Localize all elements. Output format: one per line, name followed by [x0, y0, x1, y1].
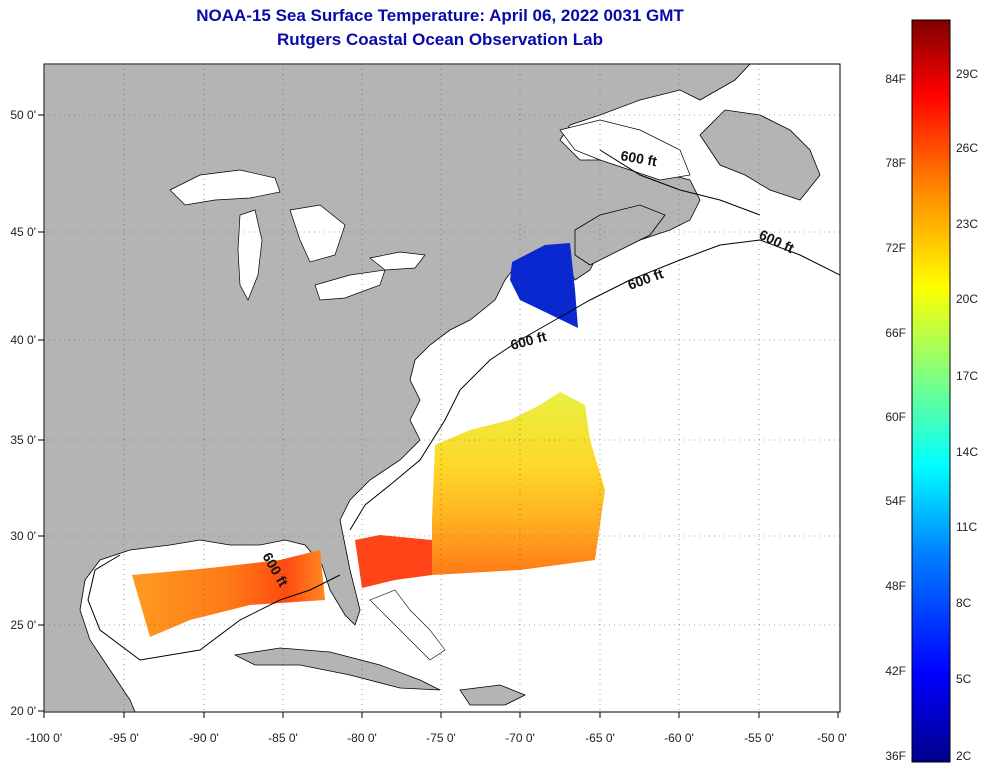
latitude-axis: 50 0' 45 0' 40 0' 35 0' 30 0' 25 0' 20 0… [10, 108, 44, 718]
depth-contour-600ft [87, 149, 840, 661]
lat-tick-label: 20 0' [10, 704, 36, 718]
colorbar-c-label: 26C [956, 141, 978, 155]
lake-michigan [237, 209, 263, 301]
graticule [44, 64, 840, 712]
map-title: NOAA-15 Sea Surface Temperature: April 0… [196, 6, 684, 25]
colorbar-c-label: 17C [956, 369, 978, 383]
lat-tick-label: 40 0' [10, 333, 36, 347]
cuba-land [233, 647, 441, 691]
colorbar-c-label: 20C [956, 292, 978, 306]
gulf-st-lawrence [559, 119, 691, 181]
colorbar-c-label: 5C [956, 672, 972, 686]
colorbar-f-label: 72F [885, 241, 906, 255]
lake-ontario [369, 251, 426, 271]
lon-tick-label: -90 0' [189, 731, 219, 745]
colorbar-f-label: 48F [885, 579, 906, 593]
colorbar-f-label: 78F [885, 156, 906, 170]
map-subtitle: Rutgers Coastal Ocean Observation Lab [277, 30, 603, 49]
lat-tick-label: 50 0' [10, 108, 36, 122]
lat-tick-label: 30 0' [10, 529, 36, 543]
temperature-colorbar: 84F 78F 72F 66F 60F 54F 48F 42F 36F 29C … [885, 19, 978, 763]
lake-erie [314, 269, 386, 301]
lon-tick-label: -55 0' [744, 731, 774, 745]
colorbar-f-label: 84F [885, 72, 906, 86]
lon-tick-label: -50 0' [817, 731, 847, 745]
lon-tick-label: -85 0' [268, 731, 298, 745]
sst-swath-gulf-of-maine [510, 243, 578, 328]
lon-tick-label: -95 0' [109, 731, 139, 745]
lon-tick-label: -60 0' [664, 731, 694, 745]
colorbar-f-label: 54F [885, 494, 906, 508]
colorbar-c-label: 2C [956, 749, 972, 763]
newfoundland-land [699, 109, 821, 201]
sst-swath-gulf [132, 550, 325, 637]
lon-tick-label: -100 0' [26, 731, 62, 745]
colorbar-gradient [911, 19, 951, 763]
sst-swath-florida-strait [355, 535, 432, 588]
lon-tick-label: -75 0' [426, 731, 456, 745]
lat-tick-label: 35 0' [10, 433, 36, 447]
longitude-axis: -100 0' -95 0' -90 0' -85 0' -80 0' -75 … [26, 712, 847, 745]
sst-swath-atlantic [432, 392, 605, 575]
lat-tick-label: 45 0' [10, 225, 36, 239]
colorbar-f-label: 42F [885, 664, 906, 678]
lon-tick-label: -80 0' [347, 731, 377, 745]
colorbar-c-label: 14C [956, 445, 978, 459]
colorbar-c-label: 29C [956, 67, 978, 81]
lat-tick-label: 25 0' [10, 618, 36, 632]
lon-tick-label: -70 0' [505, 731, 535, 745]
lake-huron [289, 204, 346, 263]
lake-superior [169, 169, 281, 206]
colorbar-f-label: 36F [885, 749, 906, 763]
colorbar-f-label: 66F [885, 326, 906, 340]
contour-label-newfoundland: 600 ft [619, 147, 658, 169]
colorbar-c-label: 8C [956, 596, 972, 610]
colorbar-c-label: 23C [956, 217, 978, 231]
nova-scotia-land [574, 204, 666, 266]
colorbar-c-label: 11C [956, 520, 977, 534]
lon-tick-label: -65 0' [585, 731, 615, 745]
bahamas-banks [369, 589, 446, 661]
colorbar-f-label: 60F [885, 410, 906, 424]
hispaniola-land [459, 684, 526, 706]
